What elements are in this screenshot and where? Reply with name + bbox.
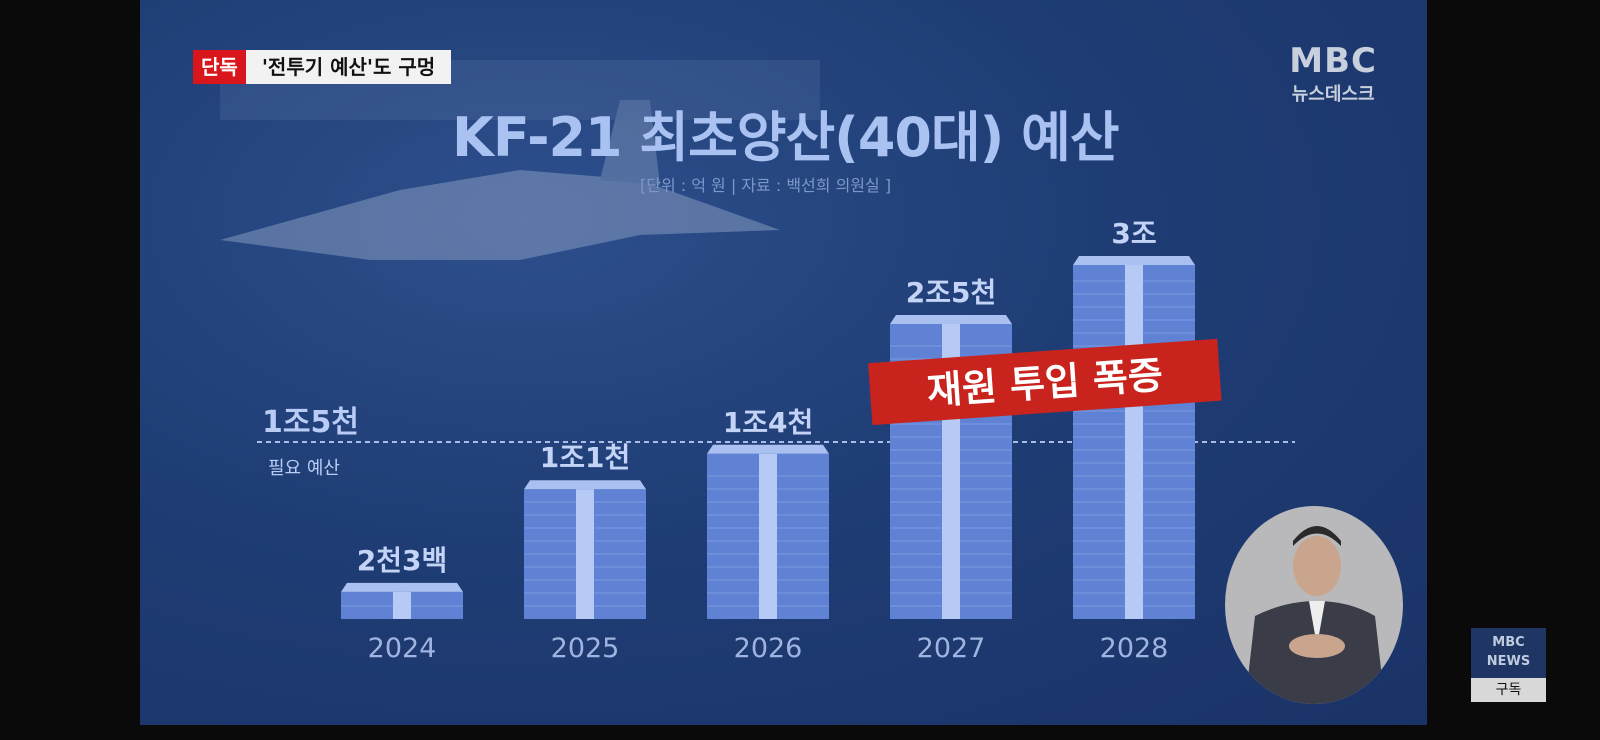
reference-line-label: 1조5천	[262, 405, 359, 440]
x-tick-label: 2024	[368, 633, 437, 664]
bar-band	[393, 591, 411, 619]
x-tick-label: 2025	[551, 633, 620, 664]
bar-band	[759, 453, 777, 619]
fighter-jet-background-image	[220, 60, 820, 260]
reference-line-sublabel: 필요 예산	[268, 458, 340, 479]
sign-language-interpreter	[1225, 506, 1403, 704]
annotation-box	[868, 338, 1222, 426]
data-label: 1조1천	[540, 441, 631, 474]
subscribe-button[interactable]: MBC NEWS 구독	[1471, 628, 1546, 702]
exclusive-headline-badge: 단독 '전투기 예산'도 구멍	[193, 50, 452, 84]
bar-top	[341, 582, 463, 592]
bar-band	[1125, 265, 1143, 619]
news-label: NEWS	[1486, 654, 1531, 669]
logo-main: MBC	[1289, 41, 1377, 81]
chart-subtitle: [단위 : 억 원 | 자료 : 백선희 의원실 ]	[640, 176, 892, 195]
subscribe-label: 구독	[1471, 678, 1546, 702]
exclusive-tag: 단독	[193, 50, 246, 84]
mbc-newsdesk-logo: MBC 뉴스데스크	[1289, 40, 1377, 108]
bar-top	[707, 444, 829, 454]
news-video-frame[interactable]: 단독 '전투기 예산'도 구멍 MBC 뉴스데스크 KF-21 최초양산(40대…	[140, 0, 1427, 725]
bar-top	[524, 480, 646, 490]
data-label: 1조4천	[723, 406, 814, 439]
x-tick-label: 2026	[734, 633, 803, 664]
x-tick-label: 2028	[1100, 633, 1169, 664]
logo-sub: 뉴스데스크	[1291, 84, 1375, 105]
annotation: 재원 투입 폭증	[868, 338, 1222, 426]
data-label: 2천3백	[357, 544, 448, 577]
bar-band	[576, 489, 594, 619]
bar-top	[890, 315, 1012, 324]
x-tick-label: 2027	[917, 633, 986, 664]
chart-title: KF-21 최초양산(40대) 예산	[452, 106, 1119, 169]
mbc-logo: MBC	[1492, 635, 1525, 650]
data-label: 2조5천	[906, 276, 997, 309]
bar-top	[1073, 256, 1195, 265]
data-label: 3조	[1111, 217, 1156, 250]
headline-text: '전투기 예산'도 구멍	[245, 50, 452, 84]
